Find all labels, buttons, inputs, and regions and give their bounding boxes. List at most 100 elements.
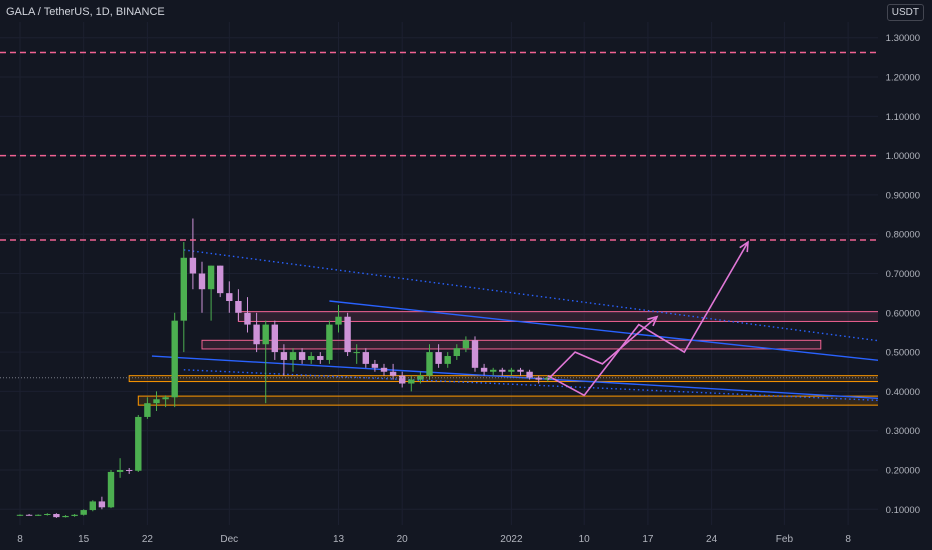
candle-body bbox=[335, 316, 342, 325]
candle-body bbox=[244, 312, 251, 325]
y-tick-label: 0.80000 bbox=[886, 230, 920, 241]
projection-arrowhead bbox=[739, 240, 749, 253]
candle-body bbox=[144, 403, 151, 417]
candle-body bbox=[490, 369, 497, 372]
candle-body bbox=[380, 367, 388, 372]
y-tick-label: 0.30000 bbox=[886, 426, 920, 437]
price-zone bbox=[237, 311, 932, 322]
candle-body bbox=[44, 513, 51, 515]
x-tick-label: 24 bbox=[706, 534, 718, 545]
y-tick-label: 0.40000 bbox=[886, 387, 920, 398]
candle-body bbox=[480, 367, 488, 372]
candle-body bbox=[135, 416, 142, 471]
candle-body bbox=[235, 301, 242, 313]
candle-body bbox=[16, 514, 24, 516]
price-zone bbox=[201, 339, 822, 350]
projection-path bbox=[547, 241, 749, 397]
price-axis-background bbox=[878, 0, 932, 550]
x-tick-label: Dec bbox=[220, 534, 238, 545]
candle-body bbox=[353, 352, 360, 354]
candle-body bbox=[508, 369, 515, 372]
x-tick-label: 10 bbox=[579, 534, 591, 545]
projection-arrows[interactable] bbox=[547, 240, 749, 397]
price-zone bbox=[137, 395, 932, 406]
candle-body bbox=[426, 352, 433, 376]
candle-body bbox=[226, 293, 233, 302]
y-tick-label: 1.10000 bbox=[886, 112, 920, 123]
x-tick-label: 13 bbox=[333, 534, 345, 545]
candle-body bbox=[180, 257, 187, 321]
candle-body bbox=[162, 397, 169, 400]
candle-body bbox=[408, 379, 415, 384]
candle-body bbox=[207, 265, 215, 290]
candle-body bbox=[80, 510, 87, 515]
candle-body bbox=[25, 514, 33, 516]
candle-body bbox=[271, 324, 278, 353]
candle-body bbox=[453, 348, 460, 357]
candle-body bbox=[89, 501, 96, 511]
candle-body bbox=[35, 514, 42, 516]
candle-body bbox=[399, 375, 406, 384]
symbol-title: GALA / TetherUS, 1D, BINANCE bbox=[6, 6, 165, 18]
candle-body bbox=[62, 515, 69, 518]
candle-body bbox=[326, 324, 333, 360]
candle-body bbox=[526, 371, 533, 378]
candle-body bbox=[444, 356, 451, 364]
candle-body bbox=[344, 316, 351, 353]
y-tick-label: 0.90000 bbox=[886, 190, 920, 201]
candle-body bbox=[71, 514, 78, 516]
candle-body bbox=[107, 471, 115, 508]
candle-body bbox=[462, 340, 470, 349]
x-tick-label: 20 bbox=[397, 534, 409, 545]
candle-body bbox=[153, 399, 160, 404]
time-axis[interactable]: 8 15 22 Dec 13 20 2022 10 17 24 Feb 8 bbox=[0, 525, 932, 550]
x-tick-label: 8 bbox=[17, 534, 23, 545]
projection-arrowhead bbox=[647, 315, 659, 327]
y-tick-label: 0.50000 bbox=[886, 348, 920, 359]
candle-body bbox=[308, 356, 315, 360]
trendline bbox=[151, 355, 932, 403]
candle-body bbox=[298, 352, 306, 360]
candle-body bbox=[116, 469, 124, 472]
trendline bbox=[329, 300, 932, 367]
x-tick-label: 8 bbox=[845, 534, 851, 545]
candle-body bbox=[253, 324, 260, 345]
candle-body bbox=[189, 257, 197, 274]
x-tick-label: 17 bbox=[642, 534, 654, 545]
candle-body bbox=[171, 320, 178, 398]
y-tick-label: 0.60000 bbox=[886, 308, 920, 319]
y-tick-label: 1.30000 bbox=[886, 33, 920, 44]
y-tick-label: 0.70000 bbox=[886, 269, 920, 280]
currency-selector[interactable]: USDT bbox=[886, 4, 924, 21]
x-tick-label: 15 bbox=[78, 534, 90, 545]
candle-body bbox=[98, 501, 106, 508]
x-tick-label: 2022 bbox=[500, 534, 523, 545]
time-axis-background bbox=[0, 525, 932, 550]
candle-body bbox=[389, 371, 397, 376]
price-axis[interactable]: 0.10000 0.20000 0.30000 0.40000 0.50000 0.600… bbox=[878, 0, 932, 550]
candle-body bbox=[535, 377, 542, 380]
candlestick-series bbox=[16, 218, 551, 518]
y-tick-label: 0.10000 bbox=[886, 505, 920, 516]
x-tick-label: Feb bbox=[776, 534, 794, 545]
candle-body bbox=[126, 469, 133, 471]
candle-body bbox=[198, 273, 206, 290]
candle-body bbox=[499, 369, 506, 372]
candle-body bbox=[262, 324, 269, 345]
x-tick-label: 22 bbox=[142, 534, 154, 545]
y-tick-label: 1.20000 bbox=[886, 73, 920, 84]
candle-body bbox=[471, 340, 479, 368]
candle-body bbox=[217, 265, 224, 294]
candle-body bbox=[435, 352, 442, 364]
projection-path bbox=[547, 316, 658, 381]
y-tick-label: 0.20000 bbox=[886, 465, 920, 476]
candle-body bbox=[289, 352, 297, 360]
candle-body bbox=[53, 513, 60, 518]
y-tick-label: 1.00000 bbox=[886, 151, 920, 162]
candle-body bbox=[517, 369, 524, 372]
candle-body bbox=[371, 363, 379, 368]
chart-grid bbox=[0, 22, 878, 525]
candle-body bbox=[280, 352, 288, 360]
candle-body bbox=[317, 356, 324, 360]
